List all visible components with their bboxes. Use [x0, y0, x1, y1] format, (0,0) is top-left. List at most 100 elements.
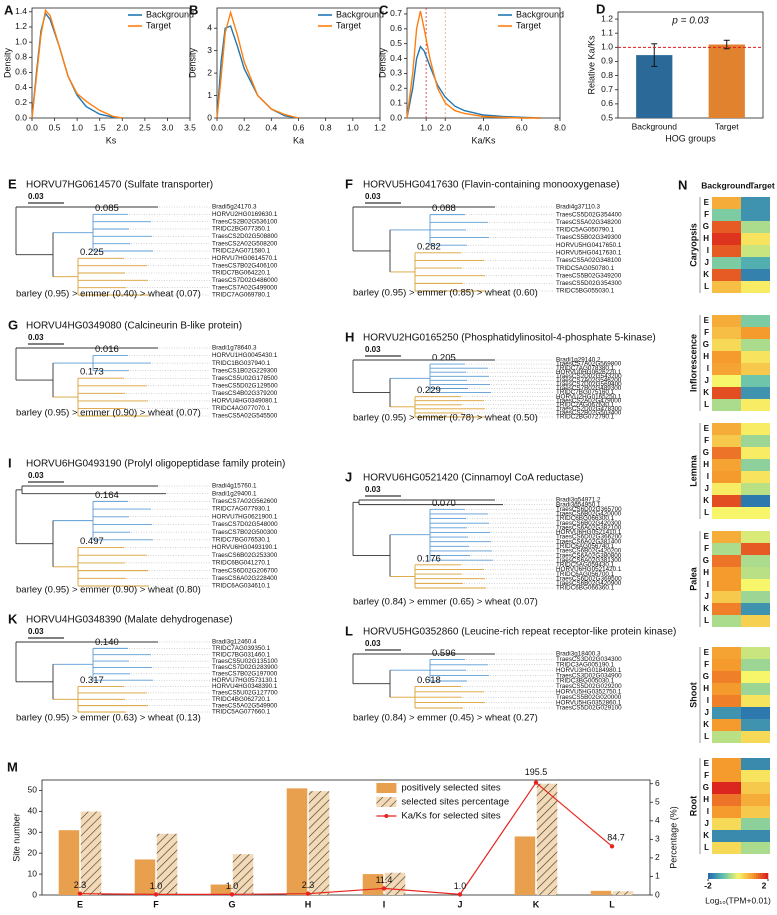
support-value: 0.164 — [95, 490, 119, 501]
x-tick-label: 0.0 — [211, 122, 223, 132]
heatmap-cell — [712, 782, 741, 794]
leaf-label: TRIDC6BG066360.1 — [556, 585, 615, 592]
support-value: 0.205 — [432, 353, 456, 364]
legend-swatch — [376, 797, 397, 807]
x-tick-label: 1.0 — [71, 122, 83, 132]
colorbar-step — [740, 873, 743, 879]
colorbar-step — [754, 873, 757, 879]
colorbar-step — [736, 873, 739, 879]
kaks-line — [79, 781, 613, 896]
leaf-label: HORVU5HG0352750.1 — [556, 688, 622, 695]
x-tick-label: 0.5 — [49, 122, 61, 132]
data-label: 1.0 — [226, 881, 239, 891]
plot-frame — [31, 7, 191, 119]
support-value: 0.282 — [417, 241, 441, 252]
leaf-label: TRIDC7AG078380.1 — [556, 365, 615, 372]
row-label: K — [703, 388, 709, 397]
row-label: J — [705, 708, 709, 717]
heatmap-cell — [741, 555, 770, 567]
density-line — [406, 10, 541, 119]
colorbar-step — [716, 873, 719, 879]
legend-label: Background — [146, 9, 194, 19]
leaf-label: TRIDC5BG055030.1 — [556, 288, 615, 295]
heatmap-cell — [712, 567, 741, 579]
heatmap-cell — [741, 719, 770, 731]
leaf-label: TraesCS2A02G479000 — [556, 397, 622, 404]
heatmap-cell — [712, 257, 741, 269]
leaf-label: TRIDC2BG072790.1 — [556, 414, 615, 421]
heatmap-cell — [712, 387, 741, 399]
leaf-label: TRIDC2AG071580.1 — [212, 248, 271, 255]
colorbar-step — [718, 873, 721, 879]
heatmap-cell — [712, 671, 741, 683]
leaf-label: TraesCS7B02G500300 — [212, 529, 278, 536]
y-tick-label: 0.6 — [601, 98, 613, 108]
y-tick-label: 1 — [655, 871, 660, 881]
x-tick-label: 4.0 — [478, 122, 490, 132]
heatmap-cell — [712, 435, 741, 447]
x-tick-label: 1.0 — [420, 122, 432, 132]
group-label: Palea — [688, 566, 698, 591]
leaf-label: TraesCS5A02G549900 — [212, 702, 278, 709]
colorbar-step — [744, 873, 747, 879]
sites-bar — [210, 884, 232, 895]
row-label: K — [703, 720, 709, 729]
support-value: 0.140 — [95, 637, 119, 648]
y-tick-label: 0.4 — [390, 53, 402, 63]
heatmap-cell — [712, 830, 741, 842]
leaf-label: TraesCS6A02G381300 — [556, 557, 622, 564]
row-label: E — [704, 648, 710, 657]
colorbar-step — [750, 873, 753, 879]
leaf-label: TraesCS5D02G029200 — [556, 683, 622, 690]
row-label: F — [704, 544, 709, 553]
heatmap-cell — [741, 269, 770, 281]
tree-footer: barley (0.95) > emmer (0.90) > wheat (0.… — [16, 408, 201, 419]
heatmap-cell — [712, 339, 741, 351]
scale-label: 0.03 — [365, 345, 381, 354]
colorbar-step — [738, 873, 741, 879]
leaf-label: TraesCS6B02G420200 — [556, 548, 622, 555]
leaf-label: Bradi4g37110.3 — [556, 204, 600, 211]
y-tick-label: 1.0 — [15, 36, 27, 46]
row-label: J — [705, 484, 709, 493]
heatmap-cell — [741, 483, 770, 495]
sites-bar — [286, 788, 308, 895]
scale-label: 0.03 — [28, 192, 44, 201]
heatmap-cell — [712, 221, 741, 233]
scale-label: 0.03 — [28, 471, 44, 480]
heatmap-cell — [741, 387, 770, 399]
heatmap-cell — [712, 591, 741, 603]
data-label: 1.0 — [150, 881, 163, 891]
sites-bar — [590, 890, 612, 895]
leaf-label: TraesCS6B02G420900 — [556, 580, 622, 587]
heatmap-cell — [741, 579, 770, 591]
legend-swatch — [384, 814, 389, 818]
percentage-bar — [80, 811, 102, 895]
x-axis-label: Ks — [106, 135, 117, 145]
leaf-label: TraesCS7A02G546200 — [556, 377, 622, 384]
row-label: E — [704, 198, 710, 207]
y-tick-label: 1 — [207, 90, 212, 100]
row-label: K — [703, 496, 709, 505]
heatmap-cell — [712, 507, 741, 519]
leaf-label: TRIDC3AG005190.1 — [556, 661, 615, 668]
y-axis-label: Relative Ka/Ks — [586, 35, 596, 95]
heatmap-cell — [741, 399, 770, 411]
x-axis-label: Ka — [293, 135, 304, 145]
p-value: p = 0.03 — [671, 16, 709, 27]
heatmap-cell — [741, 327, 770, 339]
tree-footer: barley (0.95) > emmer (0.78) > wheat (0.… — [353, 413, 538, 424]
panel-label: L — [345, 623, 353, 638]
leaf-label: TRIDC6AG034610.1 — [212, 583, 271, 590]
leaf-label: TraesCS2D02G543200 — [556, 373, 622, 380]
row-label: I — [707, 472, 709, 481]
group-label: Inflorescence — [688, 334, 698, 392]
y-tick-label: 3 — [655, 834, 660, 844]
heatmap-cell — [712, 555, 741, 567]
y-tick-label: 2 — [655, 852, 660, 862]
leaf-label: Bradi3g54971.2 — [556, 497, 601, 504]
row-label: L — [704, 400, 709, 409]
y-tick-label: 0.2 — [390, 83, 402, 93]
x-tick-label: K — [533, 899, 540, 909]
